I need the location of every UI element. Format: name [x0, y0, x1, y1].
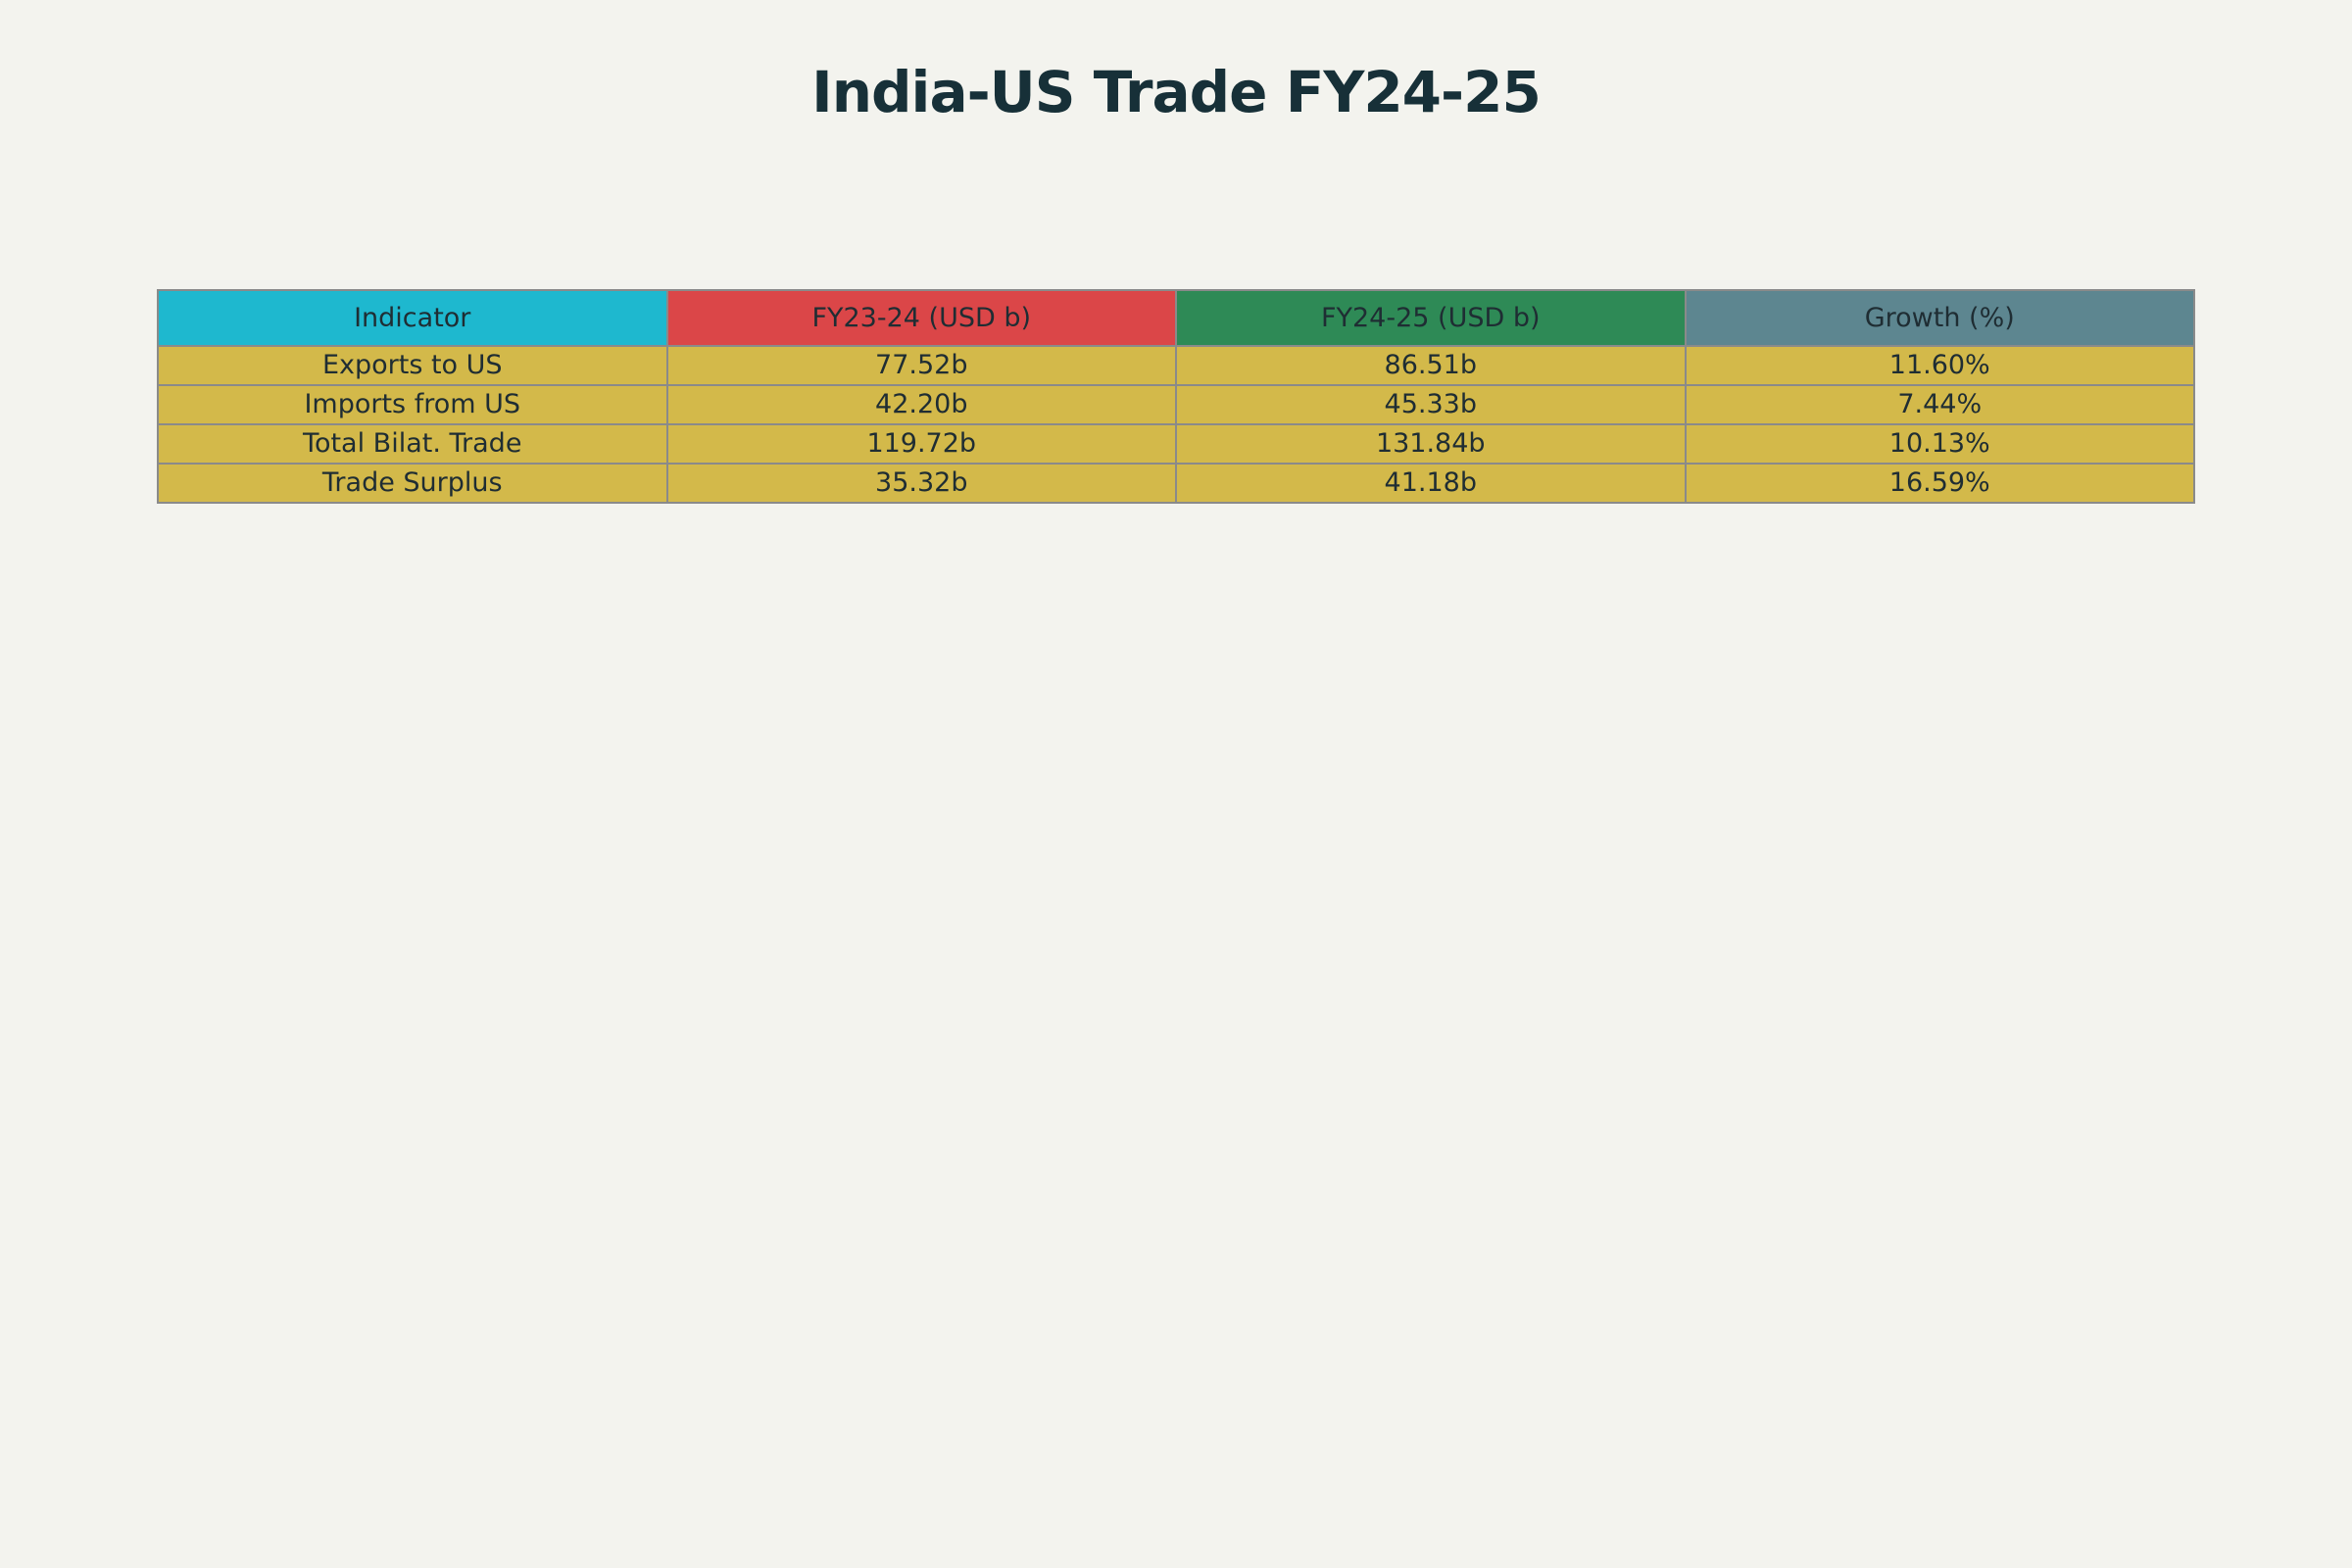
table-cell: 7.44%	[1684, 384, 2195, 425]
header-indicator: Indicator	[157, 289, 668, 347]
table-cell: Imports from US	[157, 384, 668, 425]
header-fy24-25: FY24-25 (USD b)	[1175, 289, 1687, 347]
table-row: Imports from US 42.20b 45.33b 7.44%	[157, 384, 2195, 425]
table-cell: 119.72b	[665, 423, 1177, 465]
table-cell: 16.59%	[1684, 463, 2195, 504]
trade-table: Indicator FY23-24 (USD b) FY24-25 (USD b…	[157, 289, 2195, 504]
table-row: Total Bilat. Trade 119.72b 131.84b 10.13…	[157, 423, 2195, 465]
header-growth: Growth (%)	[1684, 289, 2195, 347]
table-row: Exports to US 77.52b 86.51b 11.60%	[157, 345, 2195, 386]
table-header-row: Indicator FY23-24 (USD b) FY24-25 (USD b…	[157, 289, 2195, 347]
table-cell: 11.60%	[1684, 345, 2195, 386]
table-cell: 35.32b	[665, 463, 1177, 504]
table-cell: 131.84b	[1175, 423, 1687, 465]
chart-title: India-US Trade FY24-25	[811, 59, 1542, 125]
table-cell: Exports to US	[157, 345, 668, 386]
table-cell: 77.52b	[665, 345, 1177, 386]
table-cell: Trade Surplus	[157, 463, 668, 504]
table-cell: 86.51b	[1175, 345, 1687, 386]
table-cell: 41.18b	[1175, 463, 1687, 504]
table-row: Trade Surplus 35.32b 41.18b 16.59%	[157, 463, 2195, 504]
header-fy23-24: FY23-24 (USD b)	[665, 289, 1177, 347]
table-cell: Total Bilat. Trade	[157, 423, 668, 465]
table-cell: 45.33b	[1175, 384, 1687, 425]
table-cell: 10.13%	[1684, 423, 2195, 465]
table-cell: 42.20b	[665, 384, 1177, 425]
